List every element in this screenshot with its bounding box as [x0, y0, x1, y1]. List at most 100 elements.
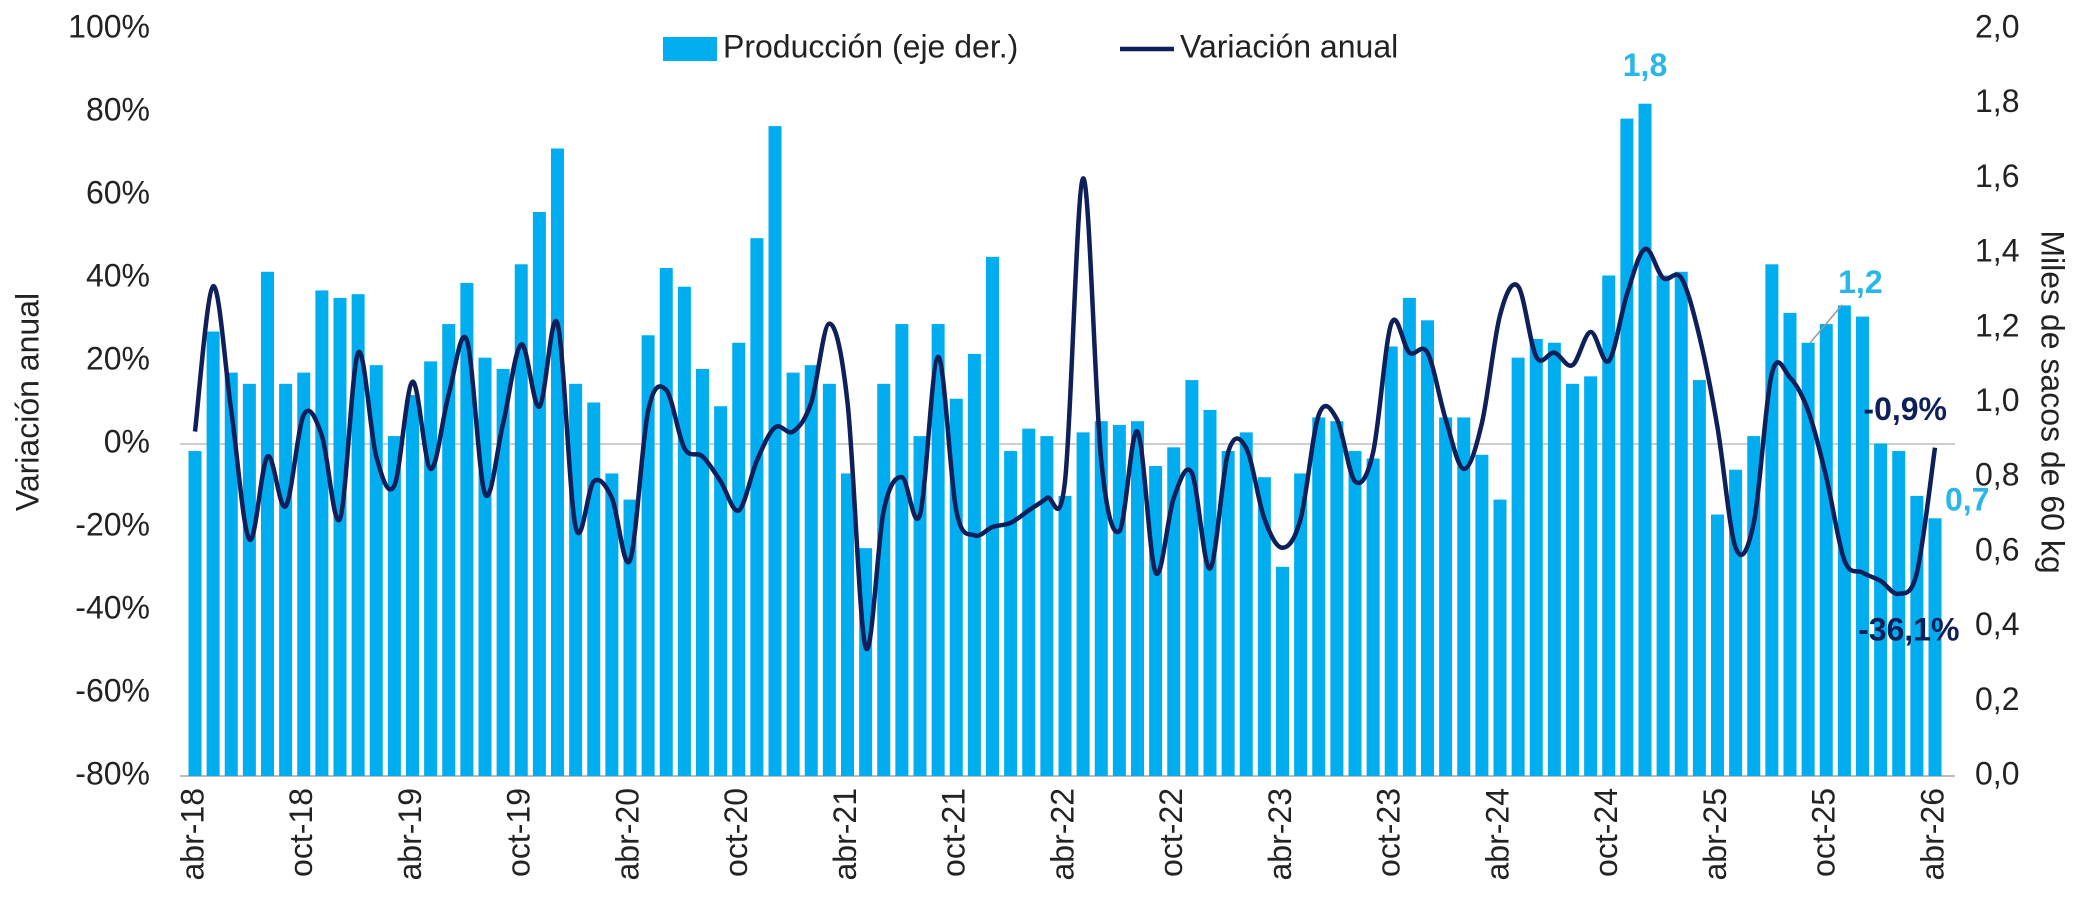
bar — [1547, 342, 1561, 776]
bar-value-label: 1,2 — [1838, 264, 1882, 300]
bar — [1856, 316, 1869, 776]
bar — [1239, 432, 1253, 776]
bar — [1765, 264, 1779, 776]
x-tick-label: oct-23 — [1371, 788, 1407, 877]
bar — [986, 256, 999, 777]
x-tick-label: abr-22 — [1044, 788, 1080, 881]
bar — [333, 297, 347, 776]
bar — [696, 368, 709, 776]
bar — [297, 372, 311, 776]
y2-tick-label: 1,0 — [1975, 382, 2019, 418]
x-tick-label: oct-20 — [718, 788, 754, 877]
bar — [569, 383, 583, 776]
y2-tick-label: 1,4 — [1975, 233, 2019, 269]
bar — [732, 342, 746, 776]
bar — [1402, 297, 1416, 776]
y-tick-label: 60% — [86, 174, 150, 210]
bar — [1692, 380, 1706, 776]
bar — [1801, 342, 1815, 776]
y2-tick-label: 1,6 — [1975, 158, 2019, 194]
legend-label: Variación anual — [1180, 28, 1398, 64]
legend-label: Producción (eje der.) — [723, 28, 1018, 64]
bar-value-label: 0,7 — [1945, 482, 1989, 518]
bar — [659, 268, 673, 776]
bar — [1711, 514, 1724, 776]
bar — [406, 395, 419, 776]
bar — [206, 331, 220, 776]
bar — [424, 361, 438, 776]
bar-value-label: 1,8 — [1623, 47, 1667, 83]
bar — [1421, 320, 1434, 776]
bar — [1783, 312, 1797, 776]
bar — [1674, 271, 1688, 776]
bar — [1874, 443, 1888, 776]
bar — [1928, 518, 1942, 776]
bar — [1656, 275, 1670, 776]
bar — [1819, 324, 1833, 776]
legend-swatch — [663, 37, 717, 61]
y-axis-title: Variación anual — [9, 293, 45, 511]
x-tick-label: oct-18 — [283, 788, 319, 877]
x-tick-label: oct-21 — [936, 788, 972, 877]
y-tick-label: -60% — [75, 672, 150, 708]
bar — [1058, 495, 1072, 776]
bar — [931, 324, 945, 776]
bar — [1348, 451, 1362, 776]
bar — [496, 368, 510, 776]
bar — [351, 294, 365, 776]
bar — [514, 264, 528, 776]
bar — [1276, 566, 1289, 776]
x-tick-label: abr-20 — [609, 788, 645, 881]
bar — [478, 357, 492, 776]
x-tick-label: abr-21 — [827, 788, 863, 881]
y-tick-label: 20% — [86, 340, 150, 376]
bar — [1112, 424, 1126, 776]
x-tick-label: abr-26 — [1914, 788, 1950, 881]
y2-tick-label: 0,8 — [1975, 457, 2019, 493]
bar — [1330, 421, 1344, 776]
bar — [623, 499, 637, 776]
bar — [1892, 451, 1906, 776]
bar — [1439, 417, 1453, 776]
bar — [315, 290, 329, 776]
y-tick-label: 80% — [86, 91, 150, 127]
bar — [261, 271, 274, 776]
x-tick-label: oct-25 — [1806, 788, 1842, 877]
y2-tick-label: 0,6 — [1975, 531, 2019, 567]
x-tick-label: oct-22 — [1153, 788, 1189, 877]
line-value-label: -36,1% — [1858, 611, 1959, 647]
x-tick-label: oct-24 — [1588, 788, 1624, 877]
bar — [1167, 447, 1181, 776]
bar — [822, 383, 836, 776]
bar — [1493, 499, 1507, 776]
bar — [1149, 465, 1163, 776]
leader-line — [1809, 304, 1843, 344]
bar — [1040, 436, 1054, 776]
bar — [1294, 473, 1308, 776]
bar — [786, 372, 800, 776]
bar — [677, 286, 691, 776]
x-tick-label: abr-24 — [1479, 788, 1515, 881]
bar — [1257, 477, 1271, 776]
bar — [768, 126, 782, 777]
bar — [279, 383, 293, 776]
x-tick-label: abr-23 — [1262, 788, 1298, 881]
bar — [1185, 380, 1199, 776]
bar — [1529, 339, 1543, 776]
bar — [587, 402, 601, 776]
bar — [967, 353, 981, 776]
bar — [1638, 103, 1652, 776]
bar — [460, 282, 474, 776]
line-value-label: -0,9% — [1863, 391, 1947, 427]
bar — [224, 372, 238, 776]
bar — [841, 473, 854, 776]
y-tick-label: -20% — [75, 506, 150, 542]
bar — [913, 436, 927, 776]
y2-axis-title: Miles de sacos de 60 kg — [2035, 230, 2071, 573]
bar — [750, 238, 764, 776]
x-tick-label: abr-19 — [392, 788, 428, 881]
bar — [188, 451, 202, 776]
y-tick-label: 100% — [68, 8, 150, 44]
bar — [1475, 454, 1489, 776]
